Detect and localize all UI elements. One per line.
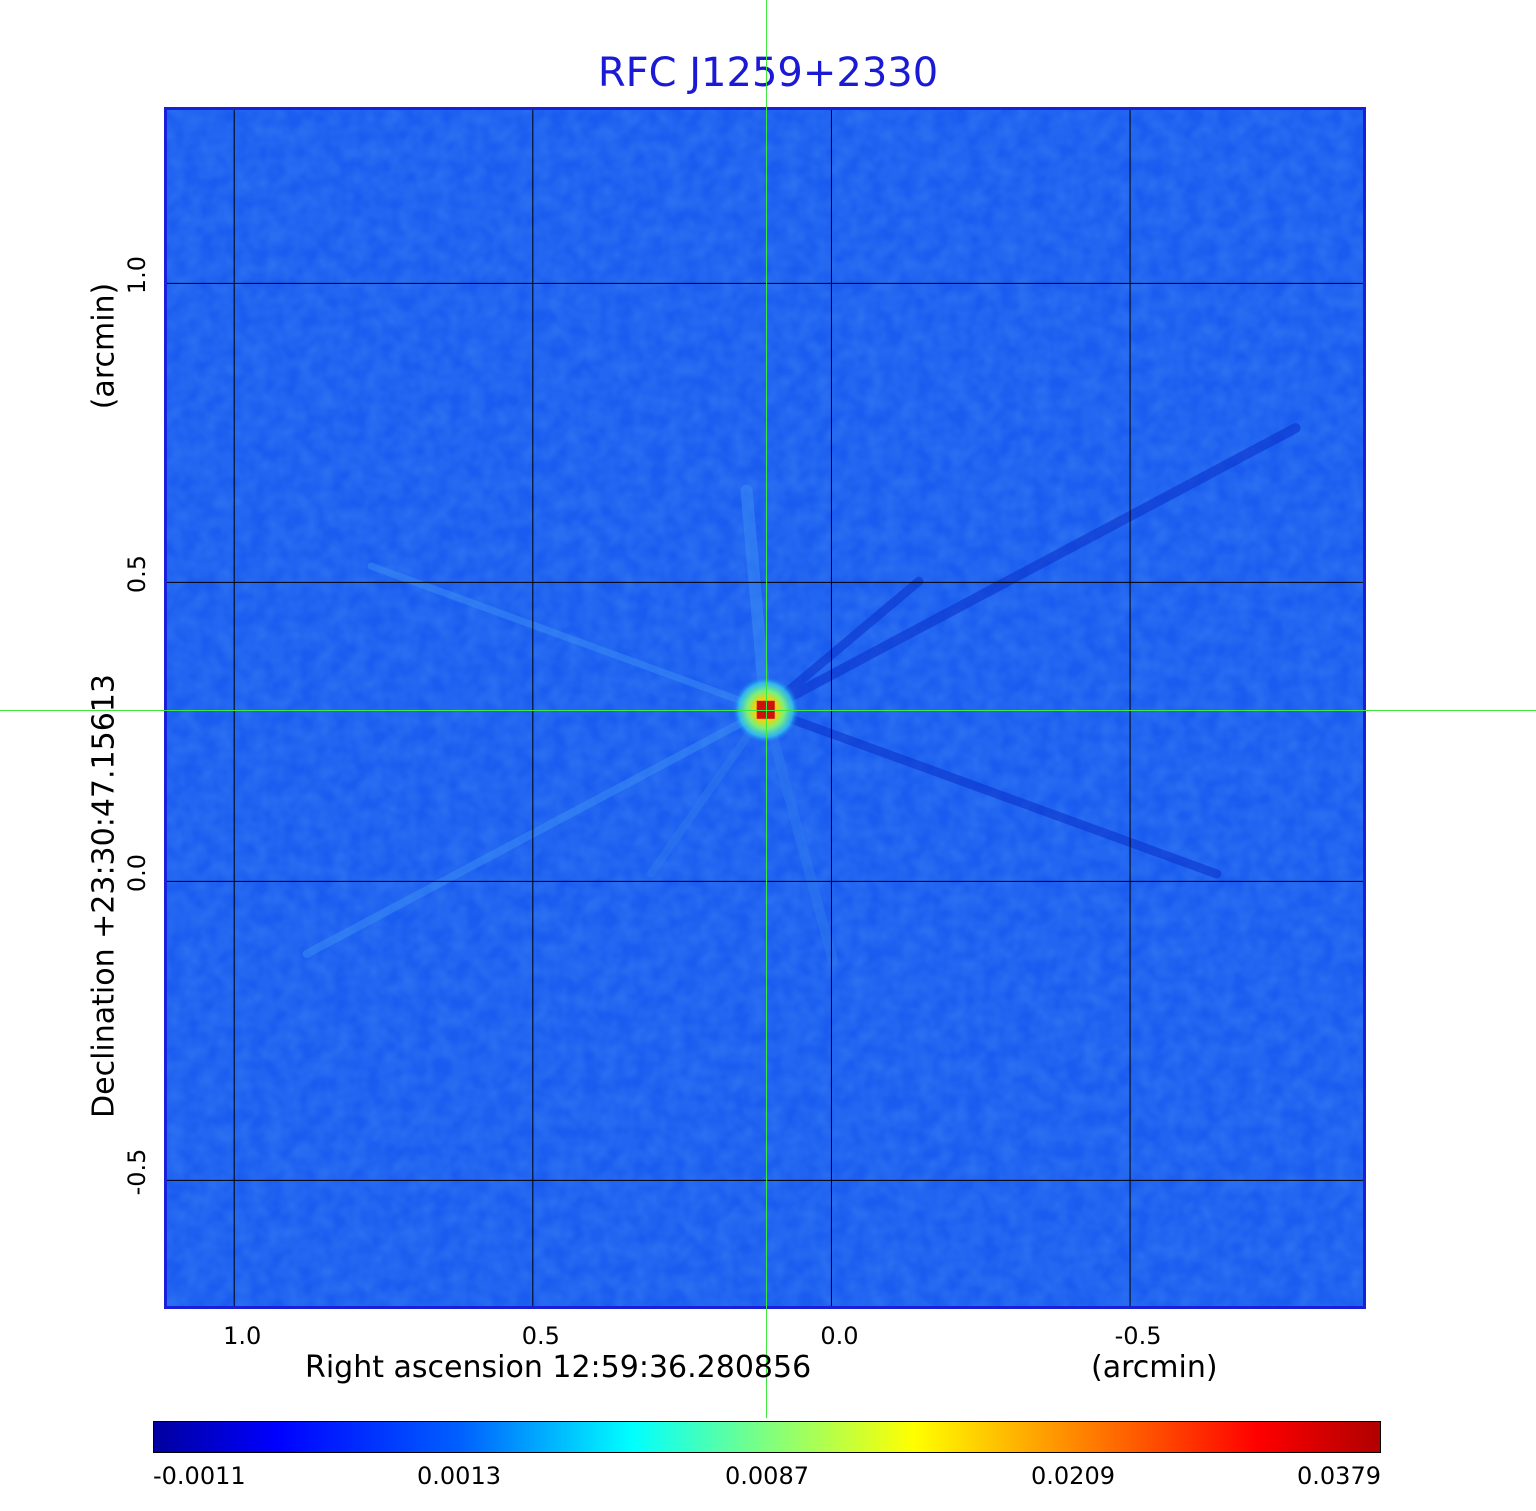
streak-5: [760, 704, 839, 966]
colorbar-tick-label: -0.0011: [153, 1462, 246, 1490]
x-axis-unit: (arcmin): [1091, 1350, 1218, 1385]
y-axis-unit: (arcmin): [86, 282, 122, 410]
source-peak: [731, 675, 800, 744]
crosshair-horizontal: [0, 710, 1536, 711]
sidelobe-streaks: [302, 423, 1301, 966]
colorbar-tick-label: 0.0013: [417, 1462, 501, 1490]
streak-1: [302, 705, 770, 958]
colorbar-tick-label: 0.0379: [1297, 1462, 1381, 1490]
image-plot-area[interactable]: [164, 107, 1366, 1309]
streak-3: [367, 562, 770, 714]
y-tick-label: 0.0: [123, 854, 151, 893]
peak-core: [756, 700, 775, 719]
crosshair-vertical: [766, 0, 767, 1418]
streak-4: [740, 484, 772, 716]
x-tick-label: 0.0: [820, 1322, 859, 1350]
x-axis-label: Right ascension 12:59:36.280856: [305, 1350, 812, 1385]
y-tick-label: -0.5: [123, 1148, 151, 1196]
y-axis-label: Declination +23:30:47.15613: [86, 674, 122, 1118]
y-tick-label: 0.5: [123, 555, 151, 594]
chart-title: RFC J1259+2330: [597, 50, 939, 96]
streak-0: [760, 423, 1301, 715]
radio-image-svg: [167, 110, 1363, 1306]
y-tick-label: 1.0: [123, 256, 151, 295]
colorbar-tick-label: 0.0087: [725, 1462, 809, 1490]
coordinate-grid: [167, 110, 1363, 1306]
x-tick-label: 0.5: [521, 1322, 560, 1350]
colorbar: [153, 1421, 1381, 1453]
x-tick-label: 1.0: [223, 1322, 262, 1350]
x-tick-label: -0.5: [1114, 1322, 1162, 1350]
streak-2: [761, 705, 1222, 879]
colorbar-tick-label: 0.0209: [1031, 1462, 1115, 1490]
